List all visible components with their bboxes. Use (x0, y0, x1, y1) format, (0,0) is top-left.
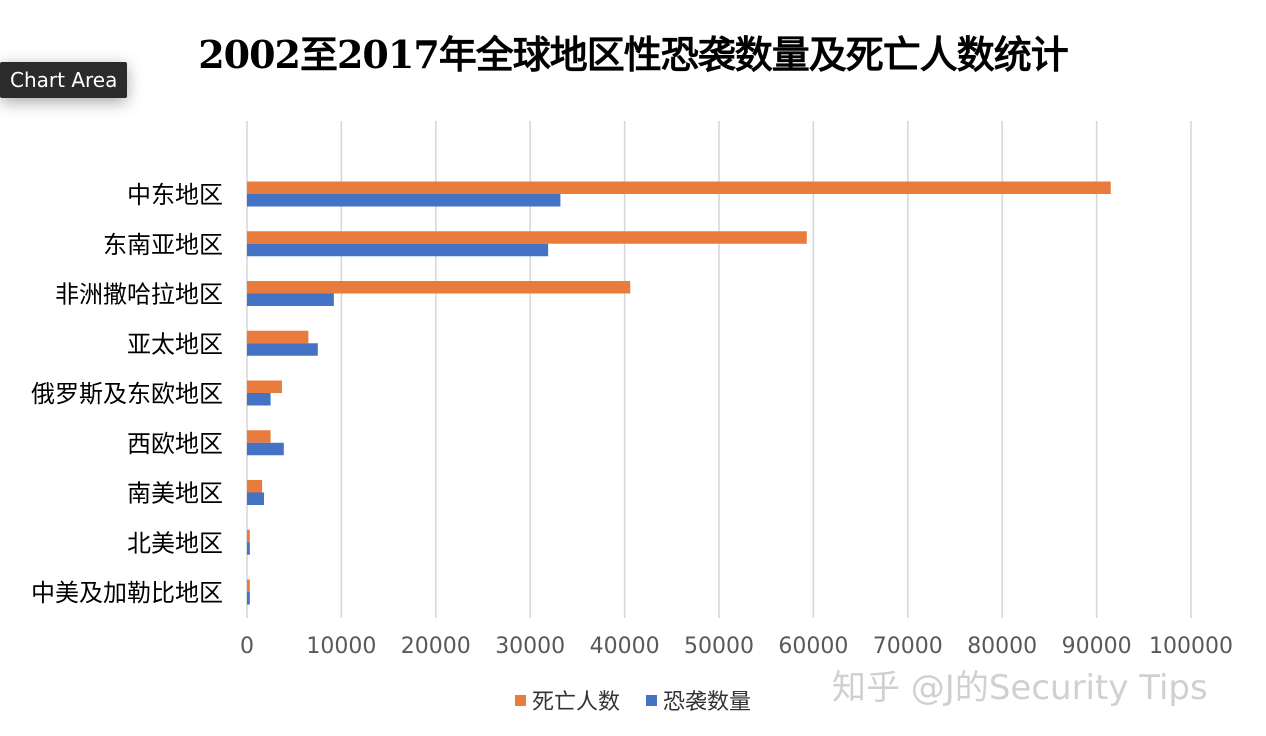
bar-deaths[interactable] (247, 480, 263, 493)
x-tick-label: 80000 (967, 634, 1037, 659)
bar-attacks[interactable] (247, 343, 318, 356)
bar-attacks[interactable] (247, 393, 271, 406)
category-label: 非洲撒哈拉地区 (55, 281, 223, 309)
x-tick-label: 20000 (401, 634, 471, 659)
legend-label-deaths: 死亡人数 (531, 690, 620, 715)
x-tick-label: 10000 (306, 634, 376, 659)
x-tick-label: 90000 (1062, 634, 1132, 659)
bar-attacks[interactable] (247, 492, 264, 506)
category-label: 亚太地区 (127, 330, 223, 358)
x-tick-label: 50000 (684, 634, 754, 659)
category-label: 俄罗斯及东欧地区 (31, 380, 223, 408)
bar-attacks[interactable] (247, 542, 250, 555)
legend-swatch-deaths (514, 694, 526, 706)
x-tick-label: 70000 (873, 634, 943, 659)
chart-area-tooltip: Chart Area (0, 62, 128, 98)
bar-attacks[interactable] (247, 243, 549, 257)
bar-deaths[interactable] (247, 231, 807, 244)
bar-deaths[interactable] (247, 529, 250, 543)
x-tick-label: 60000 (778, 634, 848, 659)
legend-swatch-attacks (646, 694, 657, 706)
bar-attacks[interactable] (247, 442, 284, 456)
bar-attacks[interactable] (247, 592, 250, 605)
legend: 死亡人数 恐袭数量 (0, 684, 1266, 716)
x-tick-label: 30000 (495, 634, 565, 659)
bar-attacks[interactable] (247, 194, 561, 207)
bar-deaths[interactable] (247, 281, 631, 294)
chart-title: 2002至2017年全球地区性恐袭数量及死亡人数统计 (198, 32, 1069, 77)
bars (247, 181, 1111, 605)
x-tick-labels: 0 10000 20000 30000 40000 50000 60000 70000 8000… (240, 634, 1233, 659)
bar-deaths[interactable] (247, 181, 1111, 195)
category-label: 北美地区 (127, 529, 223, 557)
legend-label-attacks: 恐袭数量 (663, 690, 752, 715)
bar-deaths[interactable] (247, 380, 282, 394)
category-label: 中美及加勒比地区 (31, 579, 223, 607)
bar-deaths[interactable] (247, 430, 271, 443)
x-tick-label: 100000 (1149, 634, 1233, 659)
legend-item-attacks: 恐袭数量 (646, 684, 751, 716)
x-tick-label: 0 (240, 634, 254, 659)
category-labels: 中东地区东南亚地区非洲撒哈拉地区亚太地区俄罗斯及东欧地区西欧地区南美地区北美地区… (31, 181, 223, 607)
x-tick-label: 40000 (590, 634, 660, 659)
legend-item-deaths: 死亡人数 (514, 684, 620, 716)
bar-deaths[interactable] (247, 579, 250, 593)
category-label: 中东地区 (127, 181, 223, 209)
watermark: 知乎 @J的Security Tips (832, 668, 1208, 708)
category-label: 东南亚地区 (103, 231, 223, 259)
category-label: 西欧地区 (127, 430, 223, 458)
category-label: 南美地区 (127, 480, 223, 508)
bar-attacks[interactable] (247, 293, 334, 307)
bar-deaths[interactable] (247, 330, 309, 344)
